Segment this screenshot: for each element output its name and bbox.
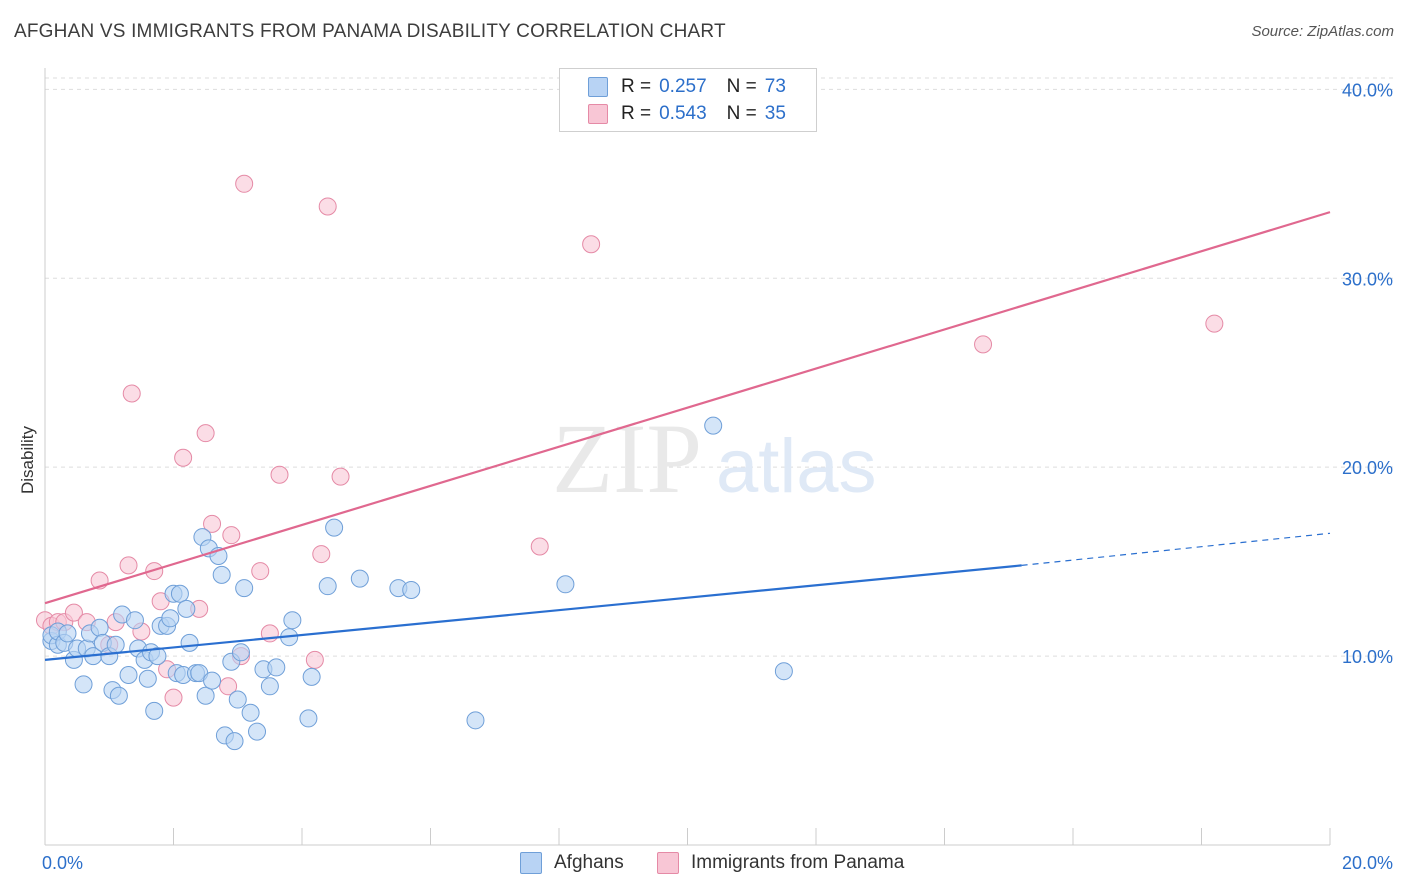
panama-point — [331, 467, 350, 486]
afghan-point — [466, 711, 485, 730]
tick-labels: 10.0% 20.0% 30.0% 40.0% 0.0% 20.0% — [42, 80, 1393, 873]
afghan-point — [177, 599, 196, 618]
afghan-point — [196, 686, 215, 705]
afghan-point — [302, 667, 321, 686]
legend-n-value: 73 — [764, 76, 786, 97]
afghan-point — [138, 669, 157, 688]
panama-point — [203, 514, 222, 533]
legend-swatch-blue — [588, 77, 608, 97]
panama-point — [270, 465, 289, 484]
afghan-point — [170, 584, 189, 603]
panama-point — [530, 537, 549, 556]
afghan-point — [109, 686, 128, 705]
afghan-point — [241, 703, 260, 722]
legend-row-panama: R = 0.543 N = 35 — [588, 102, 786, 126]
bottom-legend-swatch-pink — [657, 852, 679, 874]
legend-r-value: 0.543 — [659, 103, 707, 124]
afghan-point — [704, 416, 723, 435]
afghan-point — [774, 662, 793, 681]
series-afghans-points — [42, 416, 793, 751]
panama-point — [222, 526, 241, 545]
trend-lines — [44, 211, 1331, 661]
afghan-point — [74, 675, 93, 694]
panama-point — [318, 197, 337, 216]
legend-n-value: 35 — [764, 103, 786, 124]
panama-point — [164, 688, 183, 707]
afghan-point — [556, 575, 575, 594]
panama-point — [196, 424, 215, 443]
afghan-point — [267, 658, 286, 677]
bottom-legend-label-panama: Immigrants from Panama — [691, 852, 905, 873]
afghan-point — [148, 647, 167, 666]
watermark-atlas: atlas — [716, 424, 877, 509]
legend-n-label: N = — [726, 103, 757, 124]
y-axis-label-wrap: Disability — [4, 390, 52, 530]
afghan-point — [119, 665, 138, 684]
panama-point — [174, 448, 193, 467]
correlation-legend: R = 0.257 N = 73 R = 0.543 N = 35 — [559, 68, 817, 132]
afghan-point — [203, 671, 222, 690]
y-axis-label: Disability — [18, 425, 37, 495]
legend-swatch-pink — [588, 104, 608, 124]
afghan-point — [231, 643, 250, 662]
afghan-point — [235, 579, 254, 598]
bottom-legend-swatch-blue — [520, 852, 542, 874]
afghan-point — [161, 609, 180, 628]
panama-point — [251, 562, 270, 581]
afghan-point — [228, 690, 247, 709]
afghan-point — [260, 677, 279, 696]
chart-title: AFGHAN VS IMMIGRANTS FROM PANAMA DISABIL… — [14, 21, 726, 42]
y-tick-label: 30.0% — [1342, 269, 1393, 289]
afghan-point — [125, 611, 144, 630]
x-tick-label: 20.0% — [1342, 853, 1393, 873]
axes — [44, 68, 1331, 846]
legend-r-value: 0.257 — [659, 76, 707, 97]
afghan-point — [225, 732, 244, 751]
bottom-legend-afghans: Afghans — [520, 852, 624, 874]
panama-point — [312, 545, 331, 564]
panama-trend-line — [44, 211, 1331, 605]
y-tick-label: 40.0% — [1342, 80, 1393, 100]
watermark: ZIP atlas — [552, 403, 877, 514]
afghan-point — [350, 569, 369, 588]
panama-point — [582, 235, 601, 254]
legend-r-label: R = — [621, 76, 652, 97]
afghan-trend-extension — [1021, 532, 1331, 567]
panama-point — [974, 335, 993, 354]
legend-row-afghans: R = 0.257 N = 73 — [588, 75, 786, 99]
afghan-trend-line — [44, 564, 1022, 661]
watermark-zip: ZIP — [552, 403, 702, 514]
afghan-point — [283, 611, 302, 630]
source-label: Source: ZipAtlas.com — [1251, 23, 1394, 40]
afghan-point — [90, 618, 109, 637]
y-tick-label: 10.0% — [1342, 647, 1393, 667]
panama-point — [122, 384, 141, 403]
afghan-point — [318, 577, 337, 596]
panama-point — [1205, 314, 1224, 333]
panama-point — [305, 650, 324, 669]
x-tick-label: 0.0% — [42, 853, 83, 873]
afghan-point — [248, 722, 267, 741]
afghan-point — [58, 624, 77, 643]
afghan-point — [212, 565, 231, 584]
grid-lines — [45, 77, 1393, 657]
panama-point — [219, 677, 238, 696]
legend-r-label: R = — [621, 103, 652, 124]
bottom-legend-panama: Immigrants from Panama — [657, 852, 904, 874]
panama-point — [119, 556, 138, 575]
afghan-point — [325, 518, 344, 537]
afghan-point — [106, 635, 125, 654]
panama-point — [235, 174, 254, 193]
legend-n-label: N = — [726, 76, 757, 97]
afghan-point — [145, 701, 164, 720]
panama-point — [64, 603, 83, 622]
y-tick-label: 20.0% — [1342, 458, 1393, 478]
afghan-point — [299, 709, 318, 728]
afghan-point — [180, 633, 199, 652]
afghan-point — [402, 580, 421, 599]
bottom-legend-label-afghans: Afghans — [554, 852, 624, 873]
